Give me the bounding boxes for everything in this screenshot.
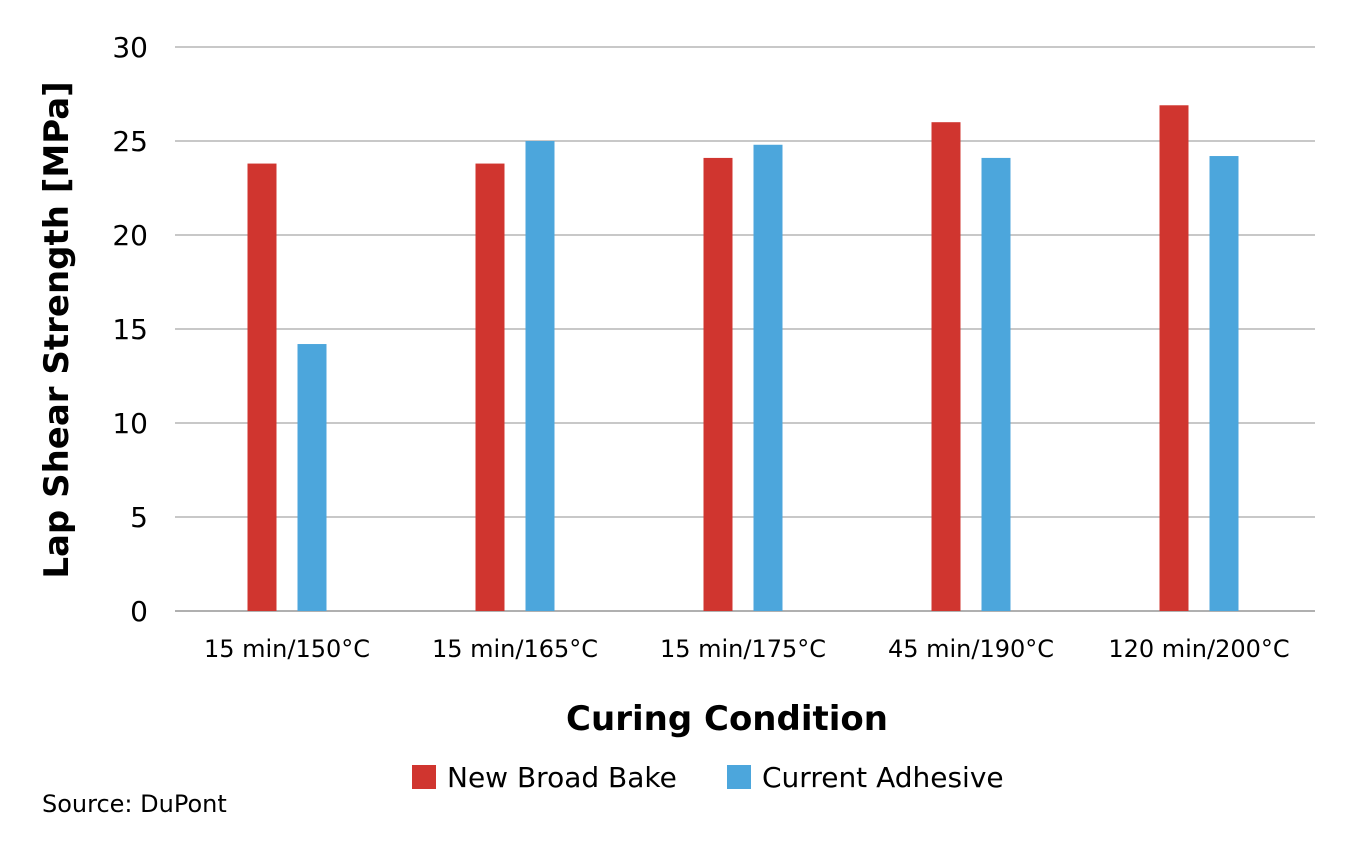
y-tick-label: 15 xyxy=(112,313,148,346)
y-tick-label: 10 xyxy=(112,407,148,440)
y-tick-label: 30 xyxy=(112,31,148,64)
legend-label: New Broad Bake xyxy=(447,761,677,794)
legend-label: Current Adhesive xyxy=(762,761,1004,794)
bar-new-broad-bake-4 xyxy=(1159,105,1189,611)
x-tick-label: 45 min/190°C xyxy=(888,635,1054,663)
legend: New Broad Bake Current Adhesive xyxy=(412,761,1004,794)
bar-current-adhesive-0 xyxy=(297,344,327,611)
x-tick-label: 120 min/200°C xyxy=(1108,635,1289,663)
y-axis-title: Lap Shear Strength [MPa] xyxy=(37,81,77,578)
y-tick-label: 0 xyxy=(130,595,148,628)
x-tick-label: 15 min/175°C xyxy=(660,635,826,663)
x-tick-label: 15 min/150°C xyxy=(204,635,370,663)
y-tick-label: 25 xyxy=(112,125,148,158)
x-axis-ticks: 15 min/150°C 15 min/165°C 15 min/175°C 45 m… xyxy=(204,635,1290,663)
bar-new-broad-bake-3 xyxy=(931,122,961,611)
y-axis-ticks: 0 5 10 15 20 25 30 xyxy=(112,31,148,628)
bar-new-broad-bake-2 xyxy=(703,157,733,612)
bar-current-adhesive-1 xyxy=(525,141,555,611)
x-axis-title: Curing Condition xyxy=(566,699,888,739)
bar-current-adhesive-4 xyxy=(1209,156,1239,612)
bar-current-adhesive-3 xyxy=(981,157,1011,612)
x-tick-label: 15 min/165°C xyxy=(432,635,598,663)
legend-swatch xyxy=(727,765,751,789)
y-tick-label: 20 xyxy=(112,219,148,252)
bars xyxy=(247,105,1239,612)
source-note: Source: DuPont xyxy=(42,790,227,818)
bar-new-broad-bake-0 xyxy=(247,163,277,611)
bar-current-adhesive-2 xyxy=(753,144,783,611)
y-tick-label: 5 xyxy=(130,501,148,534)
grid-lines xyxy=(175,46,1315,612)
bar-new-broad-bake-1 xyxy=(475,163,505,611)
legend-swatch xyxy=(412,765,436,789)
